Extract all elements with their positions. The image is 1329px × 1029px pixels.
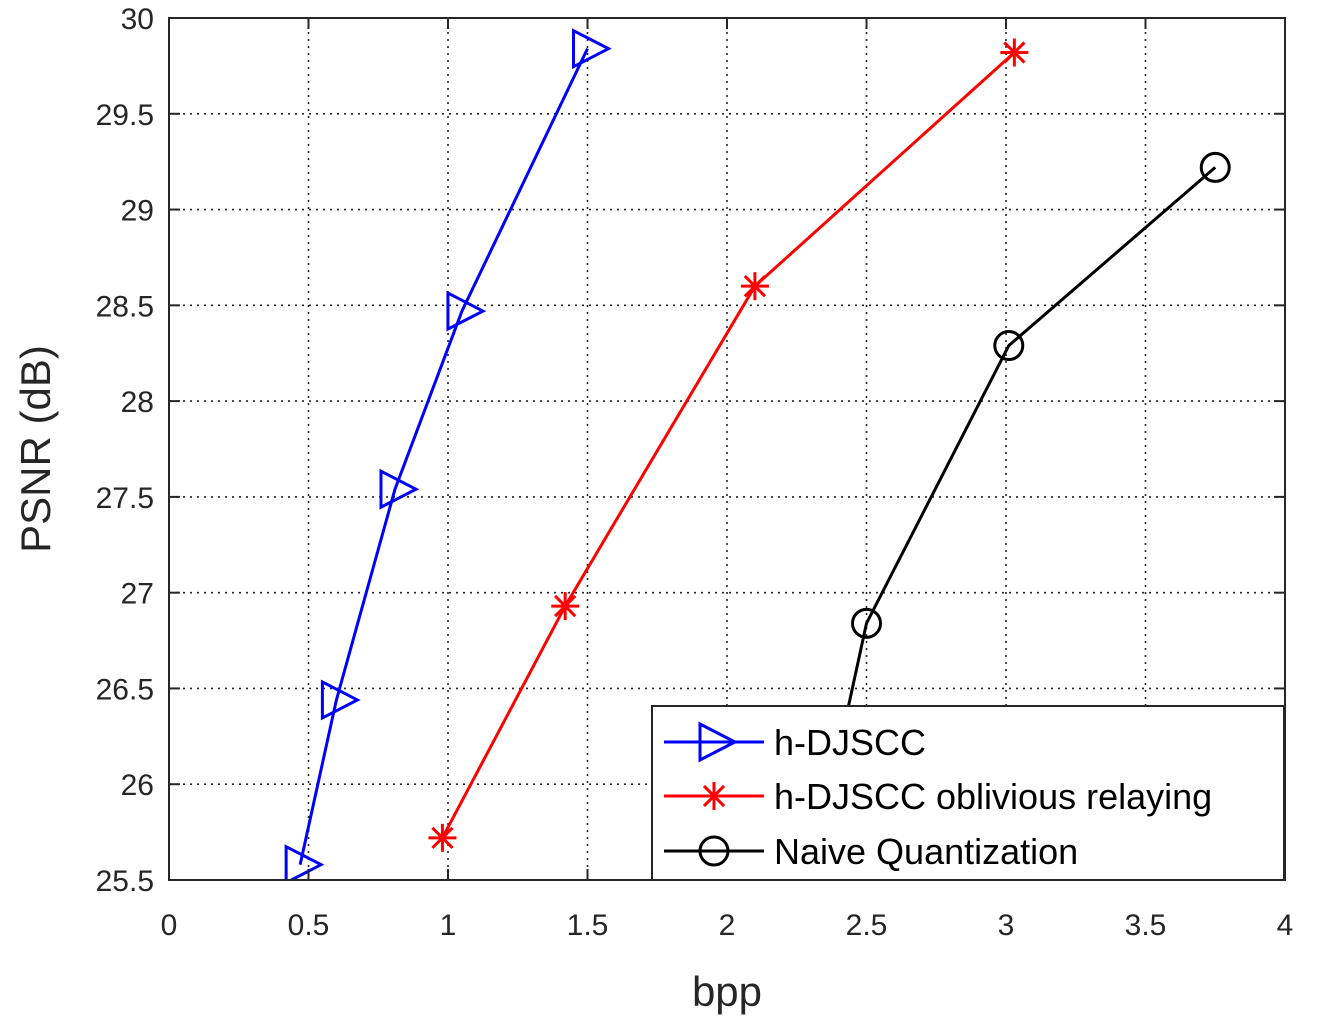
- y-tick-label: 27.5: [96, 482, 154, 515]
- legend-label: h-DJSCC: [774, 722, 926, 763]
- y-tick-label: 30: [121, 3, 154, 36]
- y-axis-title: PSNR (dB): [12, 345, 59, 553]
- series-line-h-djscc-oblivious-relaying: [441, 51, 1016, 839]
- x-tick-label: 1: [440, 909, 457, 942]
- x-axis-title: bpp: [692, 968, 762, 1015]
- x-tick-labels: 0 0.5 1 1.5 2 2.5 3 3.5 4: [161, 909, 1294, 942]
- legend-marker: [698, 721, 739, 763]
- data-point-h-djscc-oblivious-relaying: [551, 592, 580, 621]
- x-tick-label: 1.5: [567, 909, 609, 942]
- marker-stroke: [702, 784, 726, 808]
- data-point-h-djscc-oblivious-relaying: [740, 272, 769, 301]
- series-h-djscc: [284, 28, 612, 880]
- legend-marker: [700, 782, 728, 810]
- y-tick-label: 29.5: [96, 99, 154, 132]
- x-tick-label: 2.5: [846, 909, 888, 942]
- marker-stroke: [431, 826, 454, 849]
- data-point-naive-quantization: [1199, 151, 1231, 183]
- y-tick-labels: 25.5 26 26.5 27 27.5 28 28.5 29 29.5 30: [96, 3, 154, 898]
- legend-label: Naive Quantization: [774, 831, 1078, 872]
- legend-label: h-DJSCC oblivious relaying: [774, 776, 1212, 817]
- legend-marker: [698, 835, 730, 867]
- y-tick-label: 29: [121, 195, 154, 228]
- series-line-h-djscc: [298, 48, 589, 865]
- data-point-h-djscc-oblivious-relaying: [1000, 38, 1029, 67]
- y-tick-label: 26: [121, 769, 154, 802]
- y-tick-label: 25.5: [96, 865, 154, 898]
- data-point-naive-quantization: [993, 330, 1025, 362]
- legend: h-DJSCC h-DJSCC oblivious relaying Naive Q…: [651, 705, 1285, 881]
- y-tick-label: 26.5: [96, 673, 154, 706]
- marker-stroke: [743, 275, 767, 298]
- legend-entry-h-djscc: h-DJSCC: [664, 721, 926, 763]
- marker-stroke: [554, 594, 577, 618]
- data-point-h-djscc: [320, 679, 361, 721]
- y-tick-label: 27: [121, 578, 154, 611]
- legend-entry-naive-quantization: Naive Quantization: [664, 831, 1078, 872]
- legend-entry-h-djscc-oblivious-relaying: h-DJSCC oblivious relaying: [664, 776, 1212, 817]
- data-point-h-djscc: [284, 844, 325, 880]
- data-point-h-djscc-oblivious-relaying: [428, 823, 457, 852]
- x-tick-label: 0.5: [288, 909, 330, 942]
- y-tick-label: 28: [121, 386, 154, 419]
- x-tick-label: 4: [1277, 909, 1294, 942]
- data-point-h-djscc: [446, 290, 487, 332]
- data-point-naive-quantization: [851, 607, 882, 639]
- data-point-h-djscc: [379, 468, 420, 510]
- data-point-h-djscc: [572, 28, 612, 70]
- y-tick-label: 28.5: [96, 290, 154, 323]
- x-tick-label: 3.5: [1125, 909, 1167, 942]
- marker-stroke: [1003, 41, 1026, 64]
- x-tick-label: 0: [161, 909, 178, 942]
- series-h-djscc-oblivious-relaying: [428, 38, 1029, 852]
- x-tick-label: 2: [719, 909, 736, 942]
- x-tick-label: 3: [998, 909, 1015, 942]
